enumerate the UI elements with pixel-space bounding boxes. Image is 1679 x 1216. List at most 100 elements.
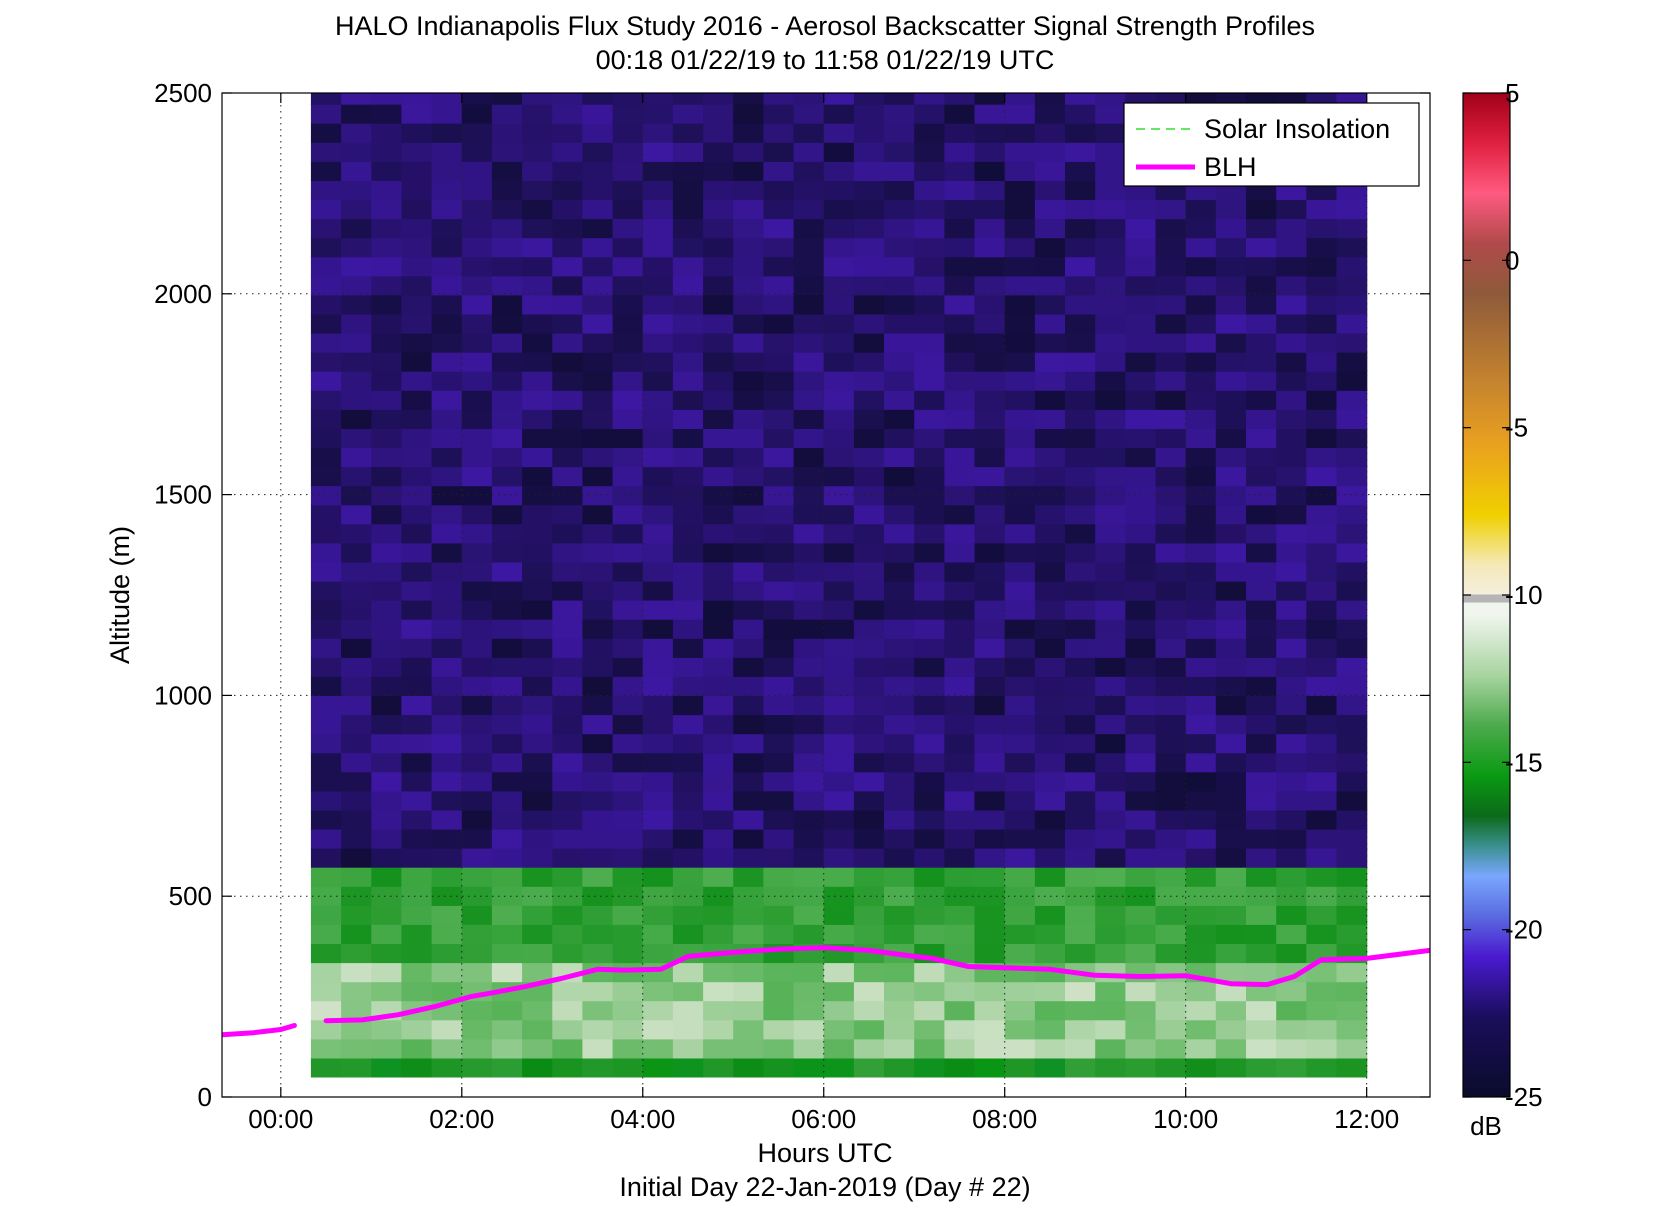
heatmap-cell [853, 638, 885, 658]
heatmap-cell [310, 1038, 342, 1059]
heatmap-cell [853, 104, 885, 124]
heatmap-cell [1276, 294, 1307, 315]
heatmap-cell [672, 1000, 704, 1021]
heatmap-cell [612, 828, 644, 849]
heatmap-cell [1095, 1019, 1126, 1040]
heatmap-cell [1065, 752, 1096, 773]
heatmap-cell [853, 542, 885, 563]
heatmap-cell [944, 199, 976, 220]
heatmap-cell [582, 352, 614, 372]
heatmap-cell [612, 809, 644, 830]
heatmap-cell [522, 523, 553, 544]
heatmap-cell [341, 600, 372, 620]
heatmap-cell [733, 218, 764, 239]
heatmap-cell [461, 657, 493, 677]
heatmap-cell [491, 333, 523, 353]
heatmap-cell [884, 981, 915, 1002]
heatmap-cell [401, 657, 433, 677]
heatmap-cell [1125, 600, 1157, 620]
heatmap-cell [1215, 809, 1247, 830]
heatmap-cell [884, 93, 915, 105]
heatmap-cell [763, 1000, 795, 1021]
heatmap-cell [1336, 752, 1368, 773]
heatmap-cell [1215, 294, 1247, 315]
heatmap-cell [1125, 371, 1157, 391]
heatmap-cell [461, 371, 493, 391]
heatmap-cell [1336, 93, 1368, 105]
heatmap-cell [552, 352, 584, 372]
heatmap-cell [612, 638, 644, 658]
heatmap-cell [974, 542, 1006, 563]
heatmap-cell [552, 905, 584, 925]
heatmap-cell [853, 485, 885, 506]
heatmap-cell [733, 962, 764, 983]
heatmap-cell [1276, 371, 1307, 391]
heatmap-cell [1215, 390, 1247, 410]
heatmap-cell [944, 409, 976, 429]
heatmap-cell [914, 771, 945, 792]
heatmap-cell [1095, 962, 1126, 983]
heatmap-cell [944, 104, 976, 124]
heatmap-cell [401, 676, 433, 696]
heatmap-cell [461, 409, 493, 429]
heatmap-cell [310, 638, 342, 658]
heatmap-cell [341, 371, 372, 391]
heatmap-cell [793, 142, 825, 162]
heatmap-cell [703, 428, 734, 448]
heatmap-cell [1034, 123, 1066, 143]
heatmap-cell [612, 93, 644, 105]
legend-solar-label: Solar Insolation [1204, 114, 1390, 144]
heatmap-cell [1276, 733, 1307, 754]
heatmap-cell [1095, 294, 1126, 315]
heatmap-cell [642, 294, 674, 315]
heatmap-cell [491, 352, 523, 372]
heatmap-cell [371, 1057, 403, 1078]
heatmap-cell [1215, 428, 1247, 448]
heatmap-cell [1095, 752, 1126, 773]
heatmap-cell [1215, 352, 1247, 372]
heatmap-cell [431, 237, 463, 258]
heatmap-cell [552, 714, 584, 735]
heatmap-cell [310, 104, 342, 124]
heatmap-cell [703, 523, 734, 544]
heatmap-cell [1215, 542, 1247, 563]
heatmap-cell [914, 657, 945, 677]
heatmap-cell [823, 771, 855, 792]
heatmap-cell [522, 561, 553, 582]
heatmap-cell [703, 352, 734, 372]
heatmap-cell [522, 199, 553, 220]
heatmap-cell [1336, 924, 1368, 944]
heatmap-cell [1336, 294, 1368, 315]
heatmap-cell [1336, 619, 1368, 639]
heatmap-cell [1004, 790, 1036, 811]
heatmap-cell [793, 848, 825, 868]
heatmap-cell [461, 771, 493, 792]
heatmap-cell [461, 485, 493, 506]
heatmap-cell [431, 962, 463, 983]
heatmap-cell [612, 657, 644, 677]
heatmap-cell [1185, 561, 1217, 582]
heatmap-cell [642, 256, 674, 277]
heatmap-cell [1125, 523, 1157, 544]
heatmap-cell [341, 313, 372, 334]
heatmap-cell [1155, 447, 1187, 468]
heatmap-cell [1004, 733, 1036, 754]
heatmap-cell [823, 294, 855, 315]
heatmap-cell [310, 752, 342, 773]
heatmap-cell [1155, 523, 1187, 544]
heatmap-cell [612, 409, 644, 429]
heatmap-cell [582, 218, 614, 239]
heatmap-cell [1155, 1038, 1187, 1059]
y-tick-label: 0 [198, 1082, 212, 1112]
heatmap-cell [1306, 771, 1338, 792]
heatmap-cell [612, 714, 644, 735]
heatmap-cell [1276, 218, 1307, 239]
heatmap-cell [1246, 542, 1277, 563]
heatmap-cell [1336, 466, 1368, 487]
heatmap-cell [974, 848, 1006, 868]
heatmap-cell [1095, 237, 1126, 258]
heatmap-cell [672, 123, 704, 143]
heatmap-cell [1034, 294, 1066, 315]
heatmap-cell [431, 561, 463, 582]
heatmap-cell [1065, 981, 1096, 1002]
